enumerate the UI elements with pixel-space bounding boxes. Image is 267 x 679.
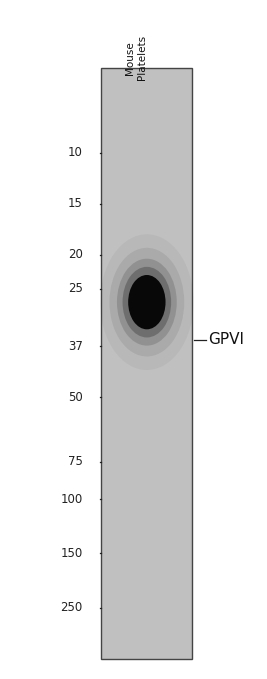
Text: 250: 250	[61, 601, 83, 614]
Ellipse shape	[109, 248, 184, 356]
Text: 50: 50	[68, 390, 83, 404]
Bar	[101, 68, 192, 659]
Text: 100: 100	[61, 492, 83, 506]
Text: Mouse
Platelets: Mouse Platelets	[125, 35, 147, 80]
Text: 75: 75	[68, 455, 83, 469]
Text: GPVI: GPVI	[208, 332, 244, 347]
Ellipse shape	[123, 267, 171, 337]
Text: 37: 37	[68, 340, 83, 353]
Text: 25: 25	[68, 282, 83, 295]
Text: 15: 15	[68, 197, 83, 210]
Text: 20: 20	[68, 248, 83, 261]
Text: 150: 150	[61, 547, 83, 560]
Ellipse shape	[117, 259, 177, 346]
Ellipse shape	[128, 275, 166, 329]
Text: 10: 10	[68, 146, 83, 160]
